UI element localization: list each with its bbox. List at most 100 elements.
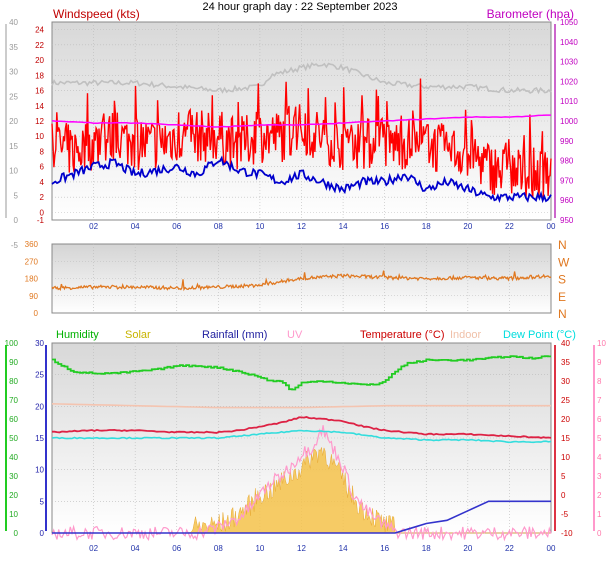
temp-tick-label: 5: [561, 472, 566, 481]
windspeed-axis-label: Windspeed (kts): [53, 7, 140, 21]
compass-label: N: [558, 238, 567, 252]
temp-tick-label: 25: [561, 396, 570, 405]
humidity-tick-label: 90: [9, 358, 18, 367]
rain-tick-label: 15: [35, 434, 44, 443]
x-tick-label: 04: [131, 544, 140, 553]
uv-line: [51, 425, 552, 542]
windspeed-tick-label: 0: [40, 208, 45, 217]
humidity-tick-label: 60: [9, 415, 18, 424]
x-tick-label: 20: [463, 222, 472, 231]
dew-point-line: [51, 429, 552, 444]
uv-tick-label: 4: [597, 453, 602, 462]
average-wind-line: [51, 155, 552, 204]
humidity-line: [52, 355, 551, 391]
legend-item: Indoor: [450, 329, 482, 341]
barometer-tick-label: 990: [560, 137, 574, 146]
windspeed-secondary-tick: 40: [9, 18, 18, 27]
x-tick-label: 20: [463, 544, 472, 553]
barometer-tick-label: 1020: [560, 77, 578, 86]
windspeed-tick-label: 12: [35, 117, 44, 126]
legend-item: Humidity: [56, 329, 99, 341]
windspeed-tick-label: 8: [40, 147, 45, 156]
direction-degree-label: 270: [25, 257, 39, 266]
temp-tick-label: -5: [561, 510, 569, 519]
barometer-ticks: 1050 1040 1030 1020 1010 1000 990 980 970 960 950: [560, 18, 578, 225]
temperature-line: [52, 416, 552, 439]
rain-tick-label: 25: [35, 371, 44, 380]
gust-line: [51, 62, 552, 95]
rain-tick-label: 30: [35, 339, 44, 348]
windspeed-secondary-tick: 30: [9, 68, 18, 77]
windspeed-secondary-tick: 10: [9, 167, 18, 176]
x-tick-label: 02: [89, 222, 98, 231]
x-tick-label: 06: [172, 544, 181, 553]
compass-label: W: [558, 255, 570, 269]
temp-legend: Humidity Solar Rainfall (mm) UV Temperature …: [56, 329, 576, 341]
humidity-tick-label: 30: [9, 472, 18, 481]
temp-tick-label: 30: [561, 377, 570, 386]
humidity-tick-label: 20: [9, 491, 18, 500]
humidity-tick-label: 50: [9, 434, 18, 443]
barometer-tick-label: 1040: [560, 38, 578, 47]
wind-barometer-panel: Windspeed (kts) Barometer (hpa) 24222018…: [5, 7, 578, 250]
uv-tick-label: 6: [597, 415, 602, 424]
windspeed-tick-label: 10: [35, 132, 44, 141]
barometer-tick-label: 1010: [560, 97, 578, 106]
x-tick-label: 00: [547, 544, 556, 553]
uv-tick-label: 3: [597, 472, 602, 481]
page-title: 24 hour graph day : 22 September 2023: [202, 1, 397, 13]
legend-item: Temperature (°C): [360, 329, 444, 341]
legend-item: Rainfall (mm): [202, 329, 267, 341]
uv-tick-label: 2: [597, 491, 602, 500]
temp-tick-label: -10: [561, 529, 573, 538]
windspeed-secondary-tick: 5: [14, 191, 19, 200]
barometer-axis-label: Barometer (hpa): [487, 7, 574, 21]
windspeed-tick-label: 22: [35, 41, 44, 50]
windspeed-tick-label: 6: [40, 163, 45, 172]
temp-panel-ticks: 1009080706050403020100302520151050403530…: [5, 339, 607, 538]
temp-tick-label: 20: [561, 415, 570, 424]
barometer-tick-label: 960: [560, 196, 574, 205]
uv-tick-label: 1: [597, 510, 602, 519]
legend-item: Solar: [125, 329, 151, 341]
windspeed-secondary-ticks: 40 35 30 25 20 15 10 5 0 -5: [9, 18, 18, 250]
x-tick-label: 18: [422, 544, 431, 553]
rain-tick-label: 10: [35, 466, 44, 475]
temp-tick-label: 40: [561, 339, 570, 348]
windspeed-secondary-tick: 0: [14, 216, 19, 225]
barometer-tick-label: 970: [560, 176, 574, 185]
windspeed-tick-label: 14: [35, 102, 44, 111]
windspeed-secondary-tick: 15: [9, 142, 18, 151]
humidity-tick-label: 40: [9, 453, 18, 462]
wind-direction-line: [51, 270, 552, 292]
temp-tick-label: 0: [561, 491, 566, 500]
windspeed-tick-label: 18: [35, 71, 44, 80]
windspeed-secondary-tick: 20: [9, 117, 18, 126]
x-tick-label: 08: [214, 222, 223, 231]
uv-tick-label: 0: [597, 529, 602, 538]
compass-label: E: [558, 290, 566, 304]
x-tick-label: 08: [214, 544, 223, 553]
uv-tick-label: 9: [597, 358, 602, 367]
temp-tick-label: 10: [561, 453, 570, 462]
x-tick-label: 22: [505, 222, 514, 231]
humidity-tick-label: 100: [5, 339, 19, 348]
x-tick-label: 10: [255, 222, 264, 231]
x-tick-label: 10: [255, 544, 264, 553]
direction-degree-label: 360: [25, 240, 39, 249]
x-tick-label: 06: [172, 222, 181, 231]
legend-item: Dew Point (°C): [503, 329, 576, 341]
x-tick-label: 00: [547, 222, 556, 231]
windspeed-line: [51, 78, 552, 198]
wind-grid: [52, 22, 551, 220]
x-tick-label: 18: [422, 222, 431, 231]
x-tick-label: 14: [339, 222, 348, 231]
windspeed-tick-label: 4: [40, 178, 45, 187]
x-tick-label: 02: [89, 544, 98, 553]
uv-tick-label: 10: [597, 339, 606, 348]
uv-tick-label: 5: [597, 434, 602, 443]
rain-tick-label: 0: [40, 529, 45, 538]
